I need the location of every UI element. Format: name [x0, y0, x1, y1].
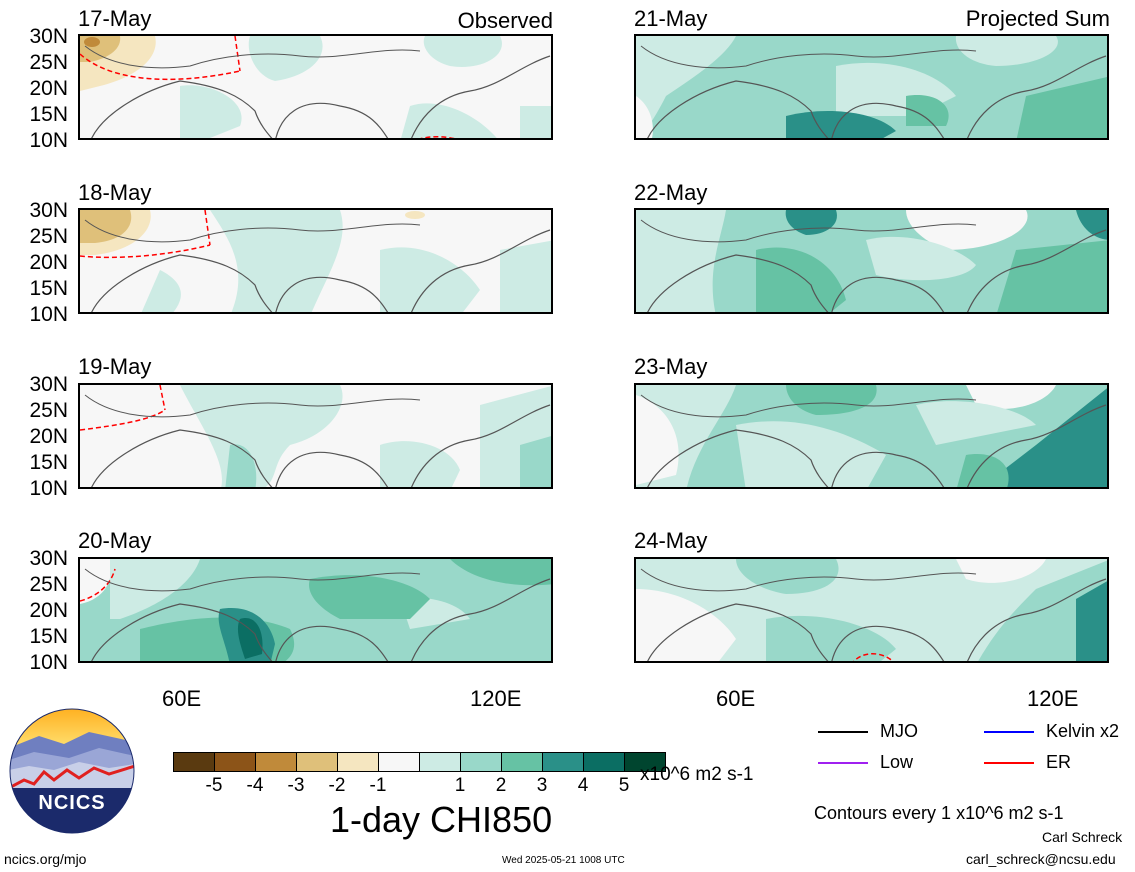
lon-label-right-60e: 60E: [716, 686, 756, 711]
colorbar-tick-label: 5: [618, 775, 630, 796]
observed-label: Observed: [457, 8, 553, 33]
map-projected-24-may: [634, 557, 1109, 663]
colorbar-tick-label: -1: [369, 775, 387, 796]
map-projected-23-may: [634, 383, 1109, 489]
colorbar-cell: [378, 752, 420, 772]
lat-label: 15N: [29, 451, 68, 474]
lat-label: 30N: [29, 25, 68, 48]
map-observed-17-may: [78, 34, 553, 140]
projected-label: Projected Sum: [965, 6, 1110, 31]
projected-date-1: 21-May: [634, 6, 708, 31]
map-observed-20-may: [78, 557, 553, 663]
colorbar-cell: [173, 752, 215, 772]
footer-timestamp: Wed 2025-05-21 1008 UTC: [502, 855, 625, 866]
lon-label-left-120e: 120E: [470, 686, 522, 711]
ncics-logo: NCICS: [9, 708, 135, 834]
legend-er-label: ER: [1046, 752, 1072, 772]
lat-label: 20N: [29, 425, 68, 448]
projected-date-3: 23-May: [634, 354, 708, 379]
lat-label: 25N: [29, 225, 68, 248]
colorbar-tick-label: -3: [287, 775, 305, 796]
map-projected-22-may: [634, 208, 1109, 314]
lat-label: 15N: [29, 277, 68, 300]
lat-label: 25N: [29, 399, 68, 422]
lon-label-right-120e: 120E: [1027, 686, 1079, 711]
lat-label: 30N: [29, 199, 68, 222]
lat-label: 10N: [29, 477, 68, 500]
lon-label-left-60e: 60E: [162, 686, 202, 711]
legend-low-line: [818, 762, 868, 764]
lat-label: 10N: [29, 303, 68, 326]
lat-label: 15N: [29, 625, 68, 648]
lat-label: 20N: [29, 251, 68, 274]
colorbar-tick-label: 4: [577, 775, 589, 796]
map-observed-18-may: [78, 208, 553, 314]
lat-label: 10N: [29, 651, 68, 674]
colorbar-cell: [583, 752, 625, 772]
colorbar-cell: [419, 752, 461, 772]
colorbar-tick-label: -4: [246, 775, 264, 796]
map-observed-19-may: [78, 383, 553, 489]
colorbar-tick-label: -5: [205, 775, 223, 796]
colorbar-cell: [542, 752, 584, 772]
legend-low-label: Low: [880, 752, 914, 772]
map-projected-21-may: [634, 34, 1109, 140]
lat-label: 30N: [29, 547, 68, 570]
projected-date-2: 22-May: [634, 180, 708, 205]
projected-date-4: 24-May: [634, 528, 708, 553]
colorbar-cell: [214, 752, 256, 772]
colorbar-title: 1-day CHI850: [330, 799, 553, 840]
colorbar-cell: [255, 752, 297, 772]
lat-label: 15N: [29, 103, 68, 126]
colorbar-tick-label: 3: [536, 775, 548, 796]
lat-label: 10N: [29, 129, 68, 152]
colorbar-cell: [460, 752, 502, 772]
footer-email[interactable]: carl_schreck@ncsu.edu: [966, 851, 1116, 867]
colorbar-units: x10^6 m2 s-1: [640, 764, 754, 785]
colorbar-cell: [337, 752, 379, 772]
observed-date-2: 18-May: [78, 180, 152, 205]
legend-er-line: [984, 762, 1034, 764]
legend-mjo-line: [818, 731, 868, 733]
observed-date-4: 20-May: [78, 528, 152, 553]
footer-author: Carl Schreck: [1042, 829, 1123, 845]
observed-date-1: 17-May: [78, 6, 152, 31]
lat-label: 25N: [29, 51, 68, 74]
colorbar-cell: [501, 752, 543, 772]
lat-label: 20N: [29, 77, 68, 100]
ncics-logo-text: NCICS: [38, 792, 106, 814]
observed-date-3: 19-May: [78, 354, 152, 379]
colorbar-tick-label: -2: [328, 775, 346, 796]
colorbar-cell: [624, 752, 666, 772]
colorbar-tick-label: 2: [495, 775, 507, 796]
lat-label: 25N: [29, 573, 68, 596]
legend-kelvin-label: Kelvin x2: [1046, 721, 1120, 741]
colorbar-tick-label: 1: [454, 775, 466, 796]
lat-label: 30N: [29, 373, 68, 396]
colorbar-cell: [296, 752, 338, 772]
legend-kelvin-line: [984, 731, 1034, 733]
lat-label: 20N: [29, 599, 68, 622]
footer-url[interactable]: ncics.org/mjo: [4, 851, 87, 867]
contour-interval-note: Contours every 1 x10^6 m2 s-1: [814, 803, 1064, 823]
legend-mjo-label: MJO: [880, 721, 918, 741]
